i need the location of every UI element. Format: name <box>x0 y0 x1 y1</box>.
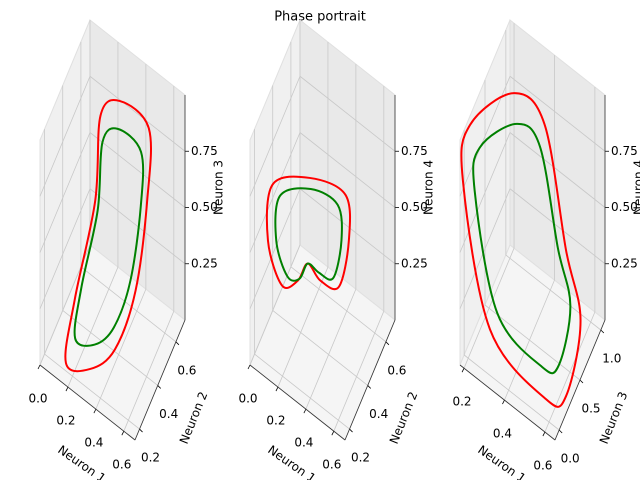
tick-mark <box>247 364 251 370</box>
tick-mark <box>461 368 465 373</box>
tick-mark <box>121 430 125 436</box>
grid-line <box>95 288 147 410</box>
grid-line <box>249 132 301 253</box>
x-tick-label: 0.2 <box>266 414 285 428</box>
tick-mark <box>600 329 605 334</box>
tick-mark <box>275 386 279 392</box>
grid-line <box>89 132 186 208</box>
y-tick-label: 0.5 <box>581 402 600 416</box>
y-tick-label: 0.4 <box>159 407 178 421</box>
tick-mark <box>65 386 69 392</box>
grid-line <box>509 188 606 265</box>
x-tick-label: 0.4 <box>84 436 103 450</box>
z-tick-label: 0.50 <box>401 200 428 214</box>
grid-line <box>44 353 140 430</box>
grid-line <box>39 132 91 253</box>
tick-mark <box>331 430 335 436</box>
tick-mark <box>303 408 307 414</box>
y-tick-label: 0.2 <box>141 451 160 465</box>
grid-line <box>249 76 301 197</box>
tick-mark <box>93 408 97 414</box>
series-line <box>73 127 145 347</box>
grid-line <box>272 310 368 386</box>
axis-line <box>134 319 186 441</box>
z-axis-label: Neuron 4 <box>422 160 436 215</box>
grid-line <box>123 311 175 432</box>
grid-line <box>62 310 158 386</box>
tick-mark <box>157 385 162 389</box>
axis-line <box>459 364 556 441</box>
x-tick-label: 0.4 <box>294 436 313 450</box>
x-tick-label: 0.2 <box>56 414 75 428</box>
y-tick-label: 0.2 <box>351 451 370 465</box>
grid-line <box>299 188 396 265</box>
y-tick-label: 0.6 <box>387 363 406 377</box>
grid-line <box>249 244 301 366</box>
tick-mark <box>579 379 584 384</box>
grid-line <box>290 266 387 343</box>
grid-line <box>299 75 396 152</box>
grid-line <box>484 304 581 381</box>
grid-line <box>509 132 606 208</box>
z-tick-label: 0.25 <box>191 256 218 270</box>
z-axis-label: Neuron 3 <box>212 160 226 215</box>
y-tick-label: 0.0 <box>561 452 580 466</box>
series-line <box>274 187 343 282</box>
z-tick-label: 0.25 <box>611 256 638 270</box>
grid-line <box>254 353 350 430</box>
tick-mark <box>367 385 372 389</box>
grid-line <box>299 132 396 208</box>
x-tick-label: 0.0 <box>28 392 47 406</box>
tick-mark <box>349 428 353 433</box>
grid-line <box>89 188 186 265</box>
y-tick-label: 1.0 <box>602 352 621 366</box>
grid-line <box>67 266 119 388</box>
grid-line <box>463 354 560 431</box>
x-tick-label: 0.0 <box>238 392 257 406</box>
x-tick-label: 0.2 <box>452 395 471 409</box>
z-axis-label: Neuron 4 <box>632 160 640 215</box>
grid-line <box>80 266 177 343</box>
grid-line <box>333 311 385 432</box>
x-tick-label: 0.6 <box>112 458 131 472</box>
grid-line <box>39 188 91 309</box>
figure-title: Phase portrait <box>274 10 366 25</box>
z-tick-label: 0.75 <box>401 144 428 158</box>
axis-line <box>39 364 136 441</box>
z-tick-label: 0.50 <box>611 200 638 214</box>
z-tick-label: 0.25 <box>401 256 428 270</box>
grid-line <box>459 188 511 309</box>
series-line <box>265 175 352 291</box>
x-tick-label: 0.4 <box>493 427 512 441</box>
y-tick-label: 0.4 <box>369 407 388 421</box>
axis-line <box>344 319 396 441</box>
grid-line <box>249 188 301 309</box>
tick-mark <box>37 364 41 370</box>
z-tick-label: 0.75 <box>611 144 638 158</box>
grid-line <box>509 75 606 152</box>
z-tick-label: 0.75 <box>191 144 218 158</box>
axis-line <box>554 319 606 441</box>
z-tick-label: 0.50 <box>191 200 218 214</box>
grid-line <box>89 75 186 152</box>
tick-mark <box>175 341 180 346</box>
series-line <box>460 92 582 408</box>
grid-line <box>305 288 357 410</box>
grid-line <box>505 254 602 331</box>
axis-line <box>249 364 346 441</box>
series-line <box>472 122 572 375</box>
grid-line <box>39 76 91 197</box>
tick-mark <box>502 399 505 405</box>
grid-line <box>277 266 329 388</box>
tick-mark <box>558 429 563 434</box>
series-line <box>64 99 153 373</box>
x-tick-label: 0.6 <box>533 459 552 473</box>
y-tick-label: 0.6 <box>177 363 196 377</box>
tick-mark <box>385 341 390 346</box>
tick-mark <box>542 431 546 437</box>
x-tick-label: 0.6 <box>322 458 341 472</box>
tick-mark <box>139 428 143 433</box>
